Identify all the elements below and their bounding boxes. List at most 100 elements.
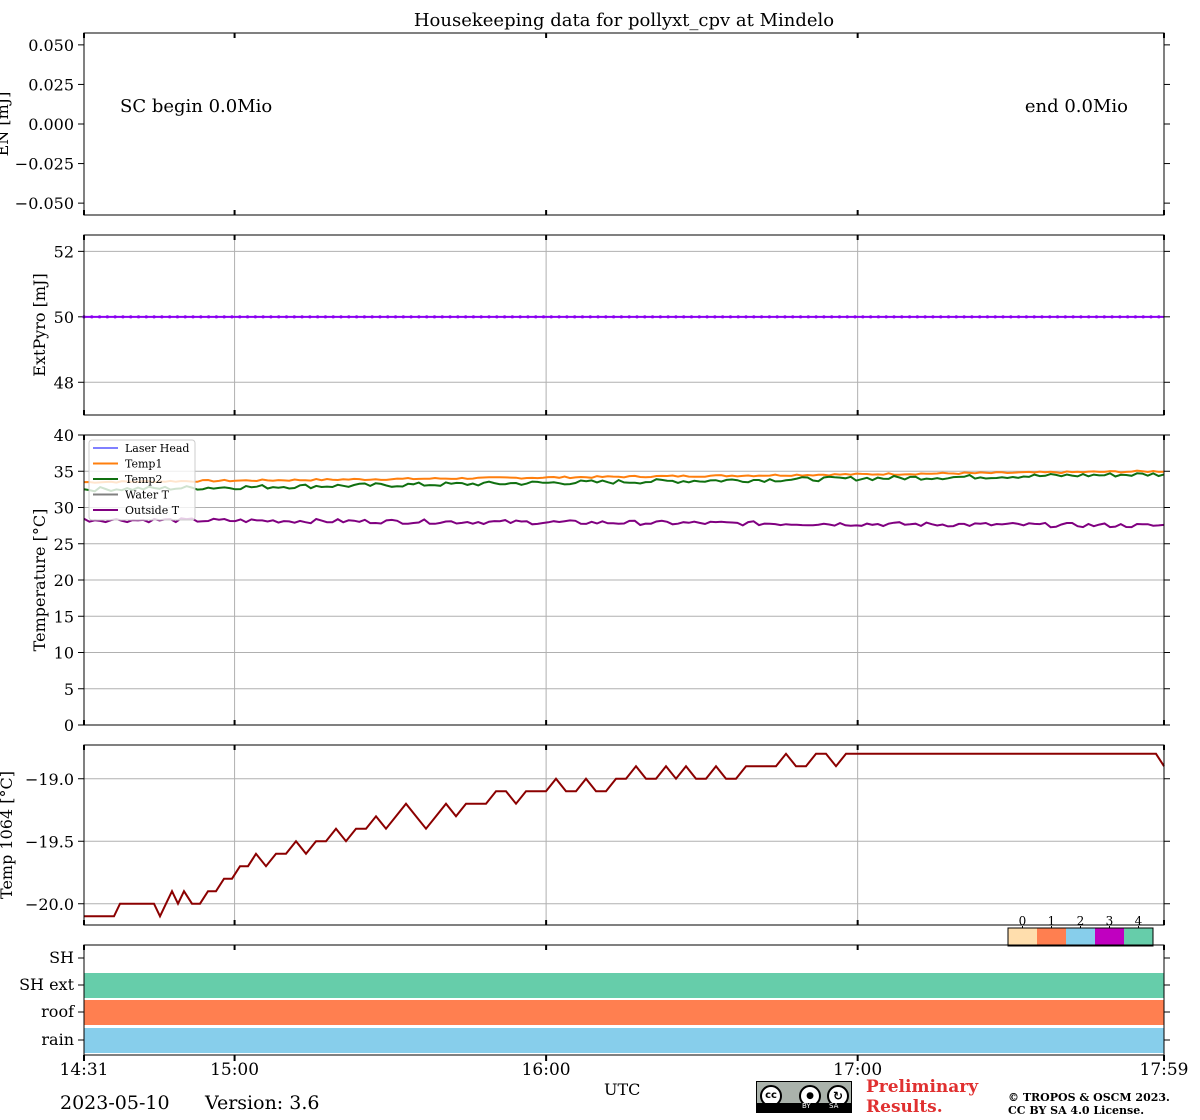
legend-label: Temp2 — [125, 473, 162, 486]
extpyro-point — [284, 315, 289, 319]
share-alike-icon: ↻ — [827, 1085, 849, 1107]
extpyro-point — [370, 315, 374, 319]
y-tick-label: 0.000 — [28, 115, 74, 134]
axes-frame-2 — [83, 434, 1165, 726]
status-category-label: rain — [41, 1030, 74, 1049]
extpyro-point — [643, 315, 647, 319]
extpyro-point — [1032, 315, 1036, 319]
colorbar-frame — [1007, 927, 1154, 947]
colorbar-tick-label: 4 — [1135, 914, 1143, 928]
extpyro-point — [783, 315, 787, 319]
temp1064-line — [84, 752, 1165, 919]
extpyro-point — [253, 315, 257, 319]
extpyro-point — [876, 315, 881, 319]
extpyro-point — [479, 315, 483, 319]
x-tick-label: 14:31 — [60, 1060, 109, 1080]
series-line-temp2 — [83, 472, 1165, 493]
extpyro-point — [907, 315, 912, 319]
extpyro-point — [1071, 315, 1075, 319]
extpyro-point — [744, 315, 748, 319]
extpyro-point — [946, 315, 951, 319]
version-label: Version: 3.6 — [205, 1092, 320, 1114]
extpyro-point — [136, 315, 141, 319]
extpyro-point — [129, 315, 133, 319]
extpyro-point — [588, 315, 592, 319]
extpyro-point — [869, 315, 873, 319]
cc-license-badge: cc ● ↻ BY SA — [756, 1081, 852, 1113]
extpyro-point — [1079, 315, 1083, 319]
cc-sa-label: SA — [829, 1102, 839, 1110]
extpyro-point — [323, 315, 328, 319]
extpyro-point — [985, 315, 990, 319]
extpyro-point — [331, 315, 335, 319]
extpyro-point — [604, 315, 608, 319]
status-category-label: SH ext — [19, 975, 74, 994]
extpyro-point — [90, 315, 94, 319]
colorbar-cell — [1066, 928, 1095, 946]
extpyro-point — [347, 315, 351, 319]
extpyro-point — [549, 315, 553, 319]
extpyro-point — [339, 315, 343, 319]
status-category-label: roof — [41, 1002, 75, 1021]
extpyro-point — [160, 315, 164, 319]
extpyro-point — [487, 315, 491, 319]
x-tick-label: 16:00 — [522, 1060, 571, 1080]
y-tick-label: 20 — [54, 571, 74, 590]
y-tick-label: 50 — [54, 308, 74, 327]
extpyro-point — [814, 315, 818, 319]
extpyro-point — [464, 315, 468, 319]
extpyro-point — [650, 315, 655, 319]
legend-label: Outside T — [125, 504, 180, 517]
extpyro-point — [105, 315, 109, 319]
extpyro-point — [721, 315, 725, 319]
extpyro-point — [292, 315, 296, 319]
extpyro-point — [728, 315, 733, 319]
extpyro-point — [191, 315, 195, 319]
extpyro-point — [1009, 315, 1013, 319]
extpyro-point — [238, 315, 242, 319]
y-axis-label: ExtPyro [mJ] — [30, 273, 49, 376]
x-tick-label: 17:59 — [1140, 1060, 1189, 1080]
colorbar-cell — [1124, 928, 1153, 946]
axes-frame-4 — [83, 944, 1165, 1056]
copyright-line-1: © TROPOS & OSCM 2023. — [1008, 1091, 1170, 1104]
extpyro-point — [471, 315, 476, 319]
extpyro-point — [1110, 315, 1114, 319]
extpyro-point — [915, 315, 919, 319]
extpyro-point — [573, 315, 577, 319]
colorbar-cell — [1095, 928, 1124, 946]
preliminary-line-2: Results. — [866, 1097, 943, 1117]
extpyro-point — [502, 315, 507, 319]
extpyro-point — [214, 315, 219, 319]
extpyro-point — [682, 315, 686, 319]
extpyro-point — [1063, 315, 1067, 319]
extpyro-point — [495, 315, 499, 319]
figure-title: Housekeeping data for pollyxt_cpv at Min… — [413, 10, 835, 31]
extpyro-point — [674, 315, 678, 319]
extpyro-point — [884, 315, 888, 319]
extpyro-point — [939, 315, 943, 319]
extpyro-point — [830, 315, 834, 319]
y-tick-label: 15 — [54, 607, 74, 626]
extpyro-point — [775, 315, 779, 319]
extpyro-point — [1126, 315, 1130, 319]
y-tick-label: 10 — [54, 644, 74, 663]
status-band-sh-ext — [84, 973, 1164, 998]
extpyro-point — [837, 315, 842, 319]
extpyro-point — [1141, 315, 1145, 319]
axes-frame-1 — [83, 234, 1165, 416]
extpyro-point — [526, 315, 530, 319]
extpyro-point — [261, 315, 265, 319]
extpyro-point — [1048, 315, 1052, 319]
preliminary-line-1: Preliminary — [866, 1077, 979, 1097]
extpyro-point — [759, 315, 764, 319]
y-tick-label: 40 — [54, 426, 74, 445]
extpyro-point — [222, 315, 226, 319]
extpyro-point — [199, 315, 203, 319]
extpyro-point — [697, 315, 701, 319]
legend: Laser Head Temp1 Temp2 Water T Outside T — [88, 439, 196, 521]
y-tick-label: 0.025 — [28, 75, 74, 94]
legend-label: Temp1 — [125, 458, 162, 471]
legend-box — [88, 439, 196, 521]
